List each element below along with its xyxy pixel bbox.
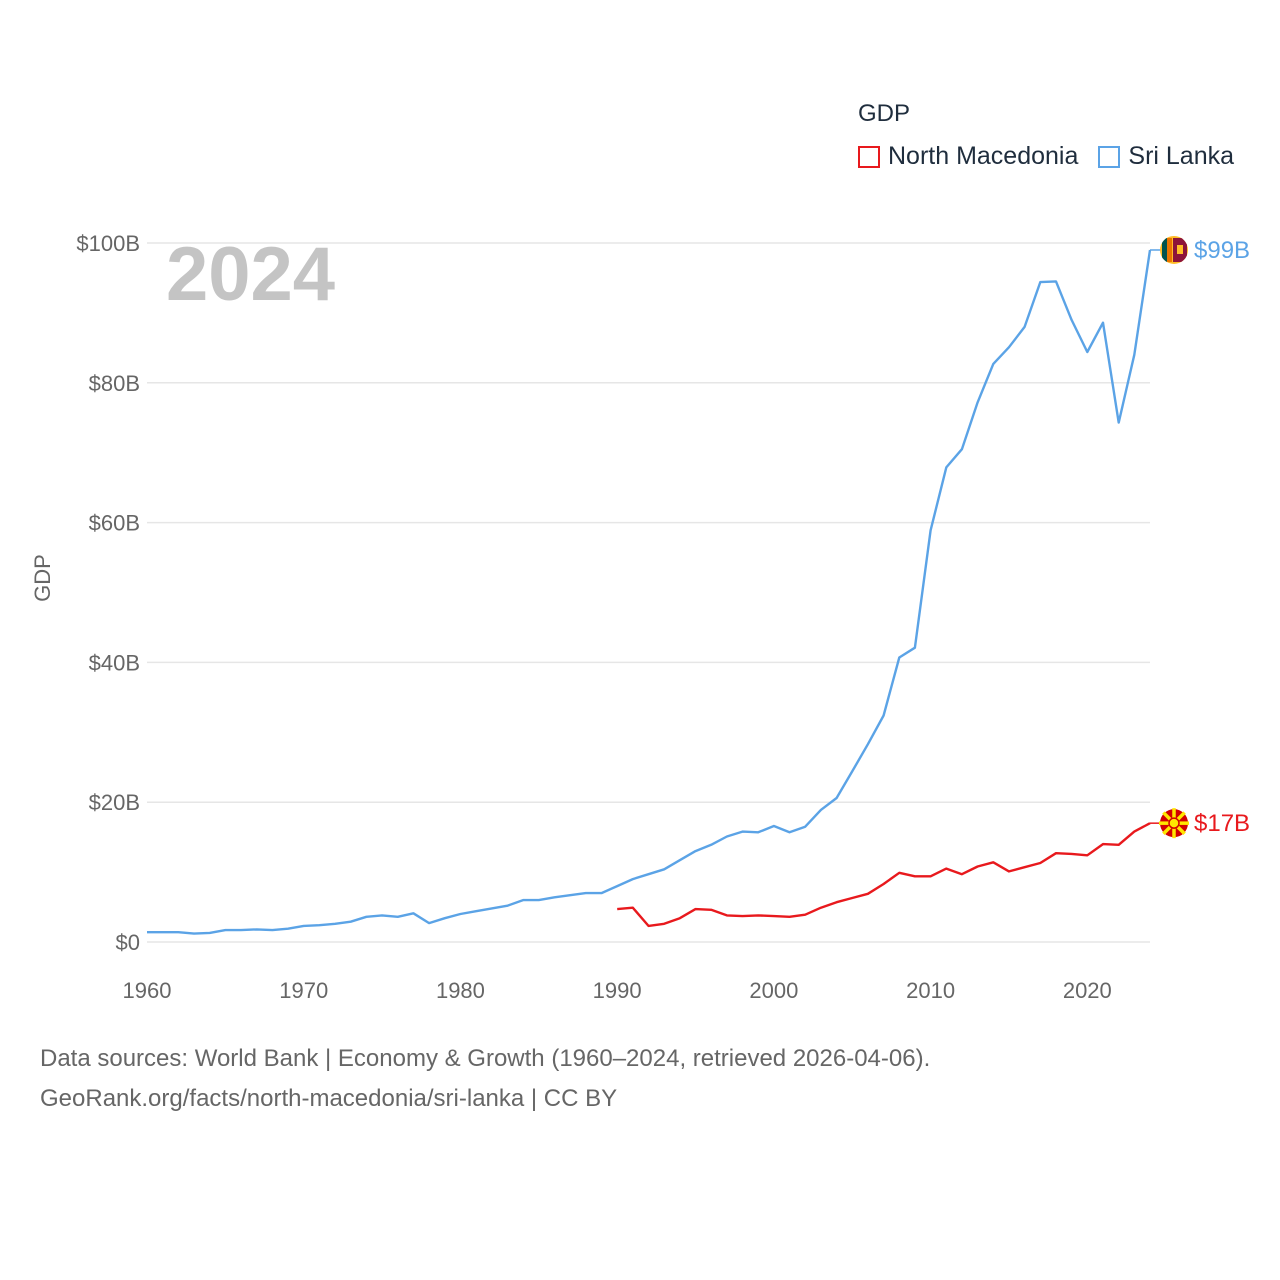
grid-lines — [147, 242, 1150, 943]
year-label: 2024 — [166, 232, 335, 317]
north-macedonia-flag-icon — [1159, 808, 1189, 839]
y-tick-label: $20B — [89, 790, 140, 815]
x-tick-label: 1960 — [123, 978, 172, 1003]
y-tick-label: $0 — [116, 930, 140, 955]
series-line-sri-lanka — [147, 249, 1152, 935]
legend-label-north-macedonia: North Macedonia — [888, 142, 1079, 170]
legend-swatch-north-macedonia — [858, 145, 880, 168]
legend-title: GDP — [858, 100, 911, 127]
source-line-2: GeoRank.org/facts/north-macedonia/sri-la… — [40, 1085, 618, 1112]
legend-item-north-macedonia[interactable]: North Macedonia — [858, 142, 1078, 171]
y-tick-label: $80B — [89, 371, 140, 396]
legend-swatch-sri-lanka — [1098, 145, 1121, 168]
sri-lanka-flag-icon — [1160, 235, 1188, 264]
source-line-1: Data sources: World Bank | Economy & Gro… — [40, 1045, 931, 1072]
legend-item-sri-lanka[interactable]: Sri Lanka — [1098, 142, 1234, 171]
x-axis-ticks: 1960 1970 1980 1990 2000 2010 2020 — [123, 978, 1112, 1003]
y-axis-ticks: $0 $20B $40B $60B $80B $100B — [76, 231, 140, 955]
x-tick-label: 2020 — [1063, 978, 1112, 1003]
y-tick-label: $60B — [89, 511, 140, 536]
series-end-markers: $99B $17B — [1150, 235, 1250, 839]
end-label-sri-lanka: $99B — [1194, 237, 1250, 264]
y-tick-label: $40B — [89, 650, 140, 675]
x-tick-label: 1980 — [436, 978, 485, 1003]
x-tick-label: 1990 — [593, 978, 642, 1003]
series-line-north-macedonia — [617, 822, 1151, 928]
x-tick-label: 2010 — [906, 978, 955, 1003]
x-tick-label: 2000 — [749, 978, 798, 1003]
legend-label-sri-lanka: Sri Lanka — [1128, 142, 1235, 170]
y-axis-title: GDP — [30, 554, 55, 602]
y-tick-label: $100B — [76, 231, 140, 256]
end-label-north-macedonia: $17B — [1194, 810, 1250, 837]
legend: North Macedonia Sri Lanka — [858, 142, 1254, 171]
series-lines — [147, 249, 1152, 935]
x-tick-label: 1970 — [279, 978, 328, 1003]
